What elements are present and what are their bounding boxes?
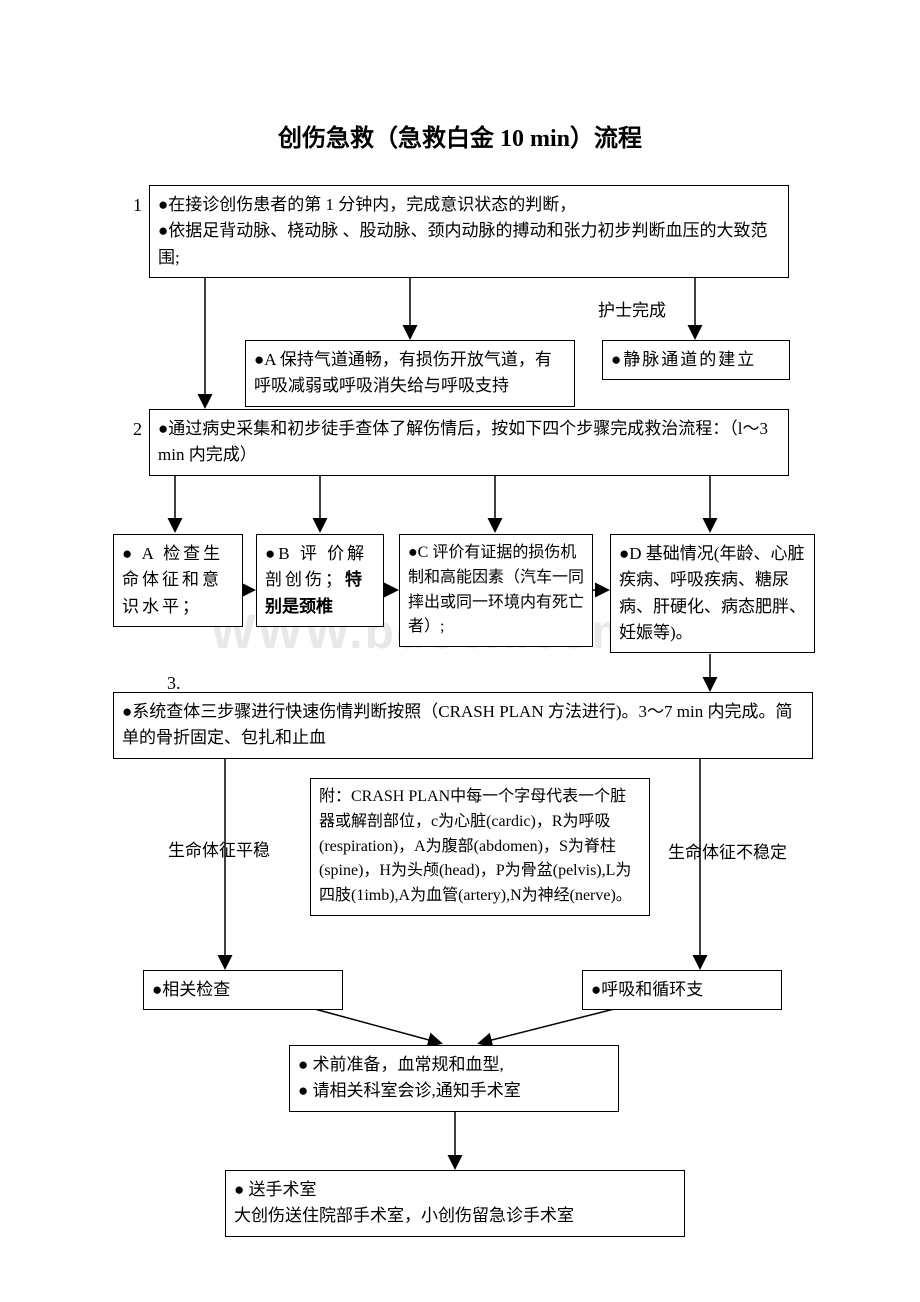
box-step2: ●通过病史采集和初步徒手查体了解伤情后，按如下四个步骤完成救治流程：（l～3 m… [149,409,789,476]
box-c-mechanism: ●C 评价有证据的损伤机制和高能因素（汽车一同摔出或同一环境内有死亡者）; [399,534,593,647]
step-1-number: 1 [133,192,142,219]
box-crash-plan: 附：CRASH PLAN中每一个字母代表一个脏器或解剖部位，c为心脏(cardi… [310,778,650,916]
box-preop: ● 术前准备，血常规和血型, ● 请相关科室会诊,通知手术室 [289,1045,619,1112]
box-resp-circ: ●呼吸和循环支 [582,970,782,1010]
box-a-vitals: ● A 检查生命体征和意识水平； [113,534,243,627]
box-related-exam: ●相关检查 [143,970,343,1010]
step-2-number: 2 [133,416,142,443]
label-unstable: 生命体征不稳定 [668,840,787,866]
box-d-baseline: ●D 基础情况(年龄、心脏疾病、呼吸疾病、糖尿病、肝硬化、病态肥胖、妊娠等)。 [610,534,815,653]
label-stable: 生命体征平稳 [168,838,270,864]
box-b-anatomy: ●B 评 价解剖创伤；特别是颈椎 [256,534,384,627]
box-airway: ●A 保持气道通畅，有损伤开放气道，有呼吸减弱或呼吸消失给与呼吸支持 [245,340,575,407]
box-step3: ●系统查体三步骤进行快速伤情判断按照（CRASH PLAN 方法进行)。3～7 … [113,692,813,759]
box-step1: ●在接诊创伤患者的第 1 分钟内，完成意识状态的判断， ●依据足背动脉、桡动脉 … [149,185,789,278]
nurse-label: 护士完成 [598,298,666,324]
box-iv: ●静脉通道的建立 [602,340,790,380]
box-operating-room: ● 送手术室 大创伤送住院部手术室，小创伤留急诊手术室 [225,1170,685,1237]
page-title: 创伤急救（急救白金 10 min）流程 [0,118,920,153]
